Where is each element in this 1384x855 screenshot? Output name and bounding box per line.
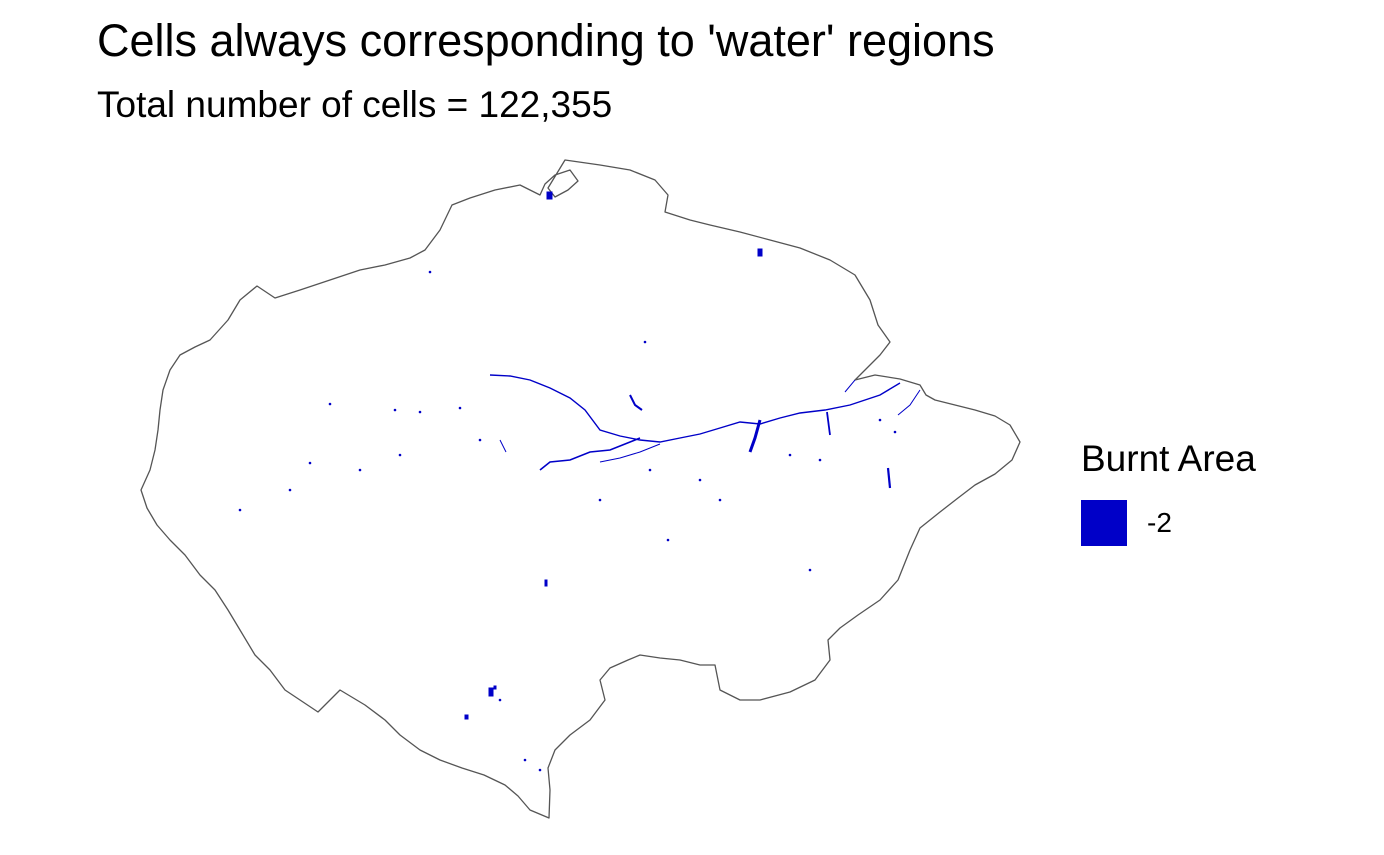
legend: Burnt Area -2 xyxy=(1081,436,1341,556)
map-title: Cells always corresponding to 'water' re… xyxy=(97,15,995,66)
map-subtitle: Total number of cells = 122,355 xyxy=(97,84,613,125)
water-cells xyxy=(238,191,921,772)
legend-title: Burnt Area xyxy=(1081,438,1256,479)
legend-color-key xyxy=(1081,500,1127,546)
region-boundary xyxy=(140,159,1021,819)
legend-item-label: -2 xyxy=(1147,507,1172,538)
